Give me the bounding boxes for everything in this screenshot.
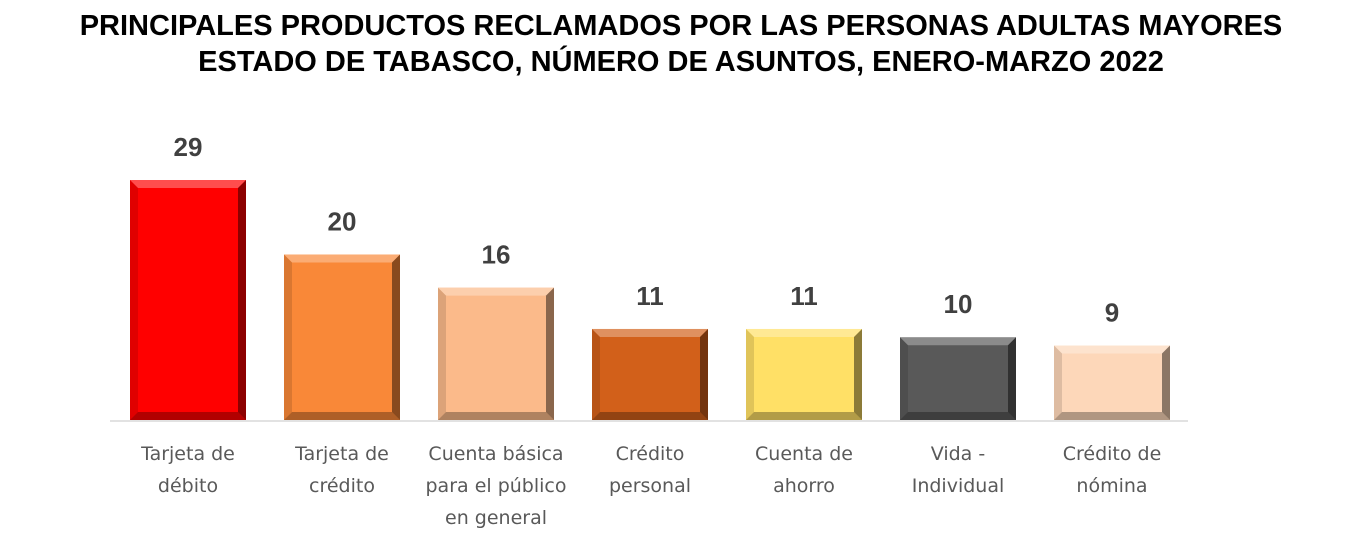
data-label: 20 [328, 206, 357, 236]
bar-bevel-left [592, 328, 600, 420]
bar-bevel-top [438, 287, 554, 296]
bar-bevel-right [238, 180, 246, 420]
bar-bevel-top [746, 328, 862, 337]
bar-bevel-left [130, 180, 138, 420]
category-tick-label: ahorro [773, 475, 835, 497]
data-label: 16 [482, 240, 511, 270]
category-tick-label: crédito [309, 475, 375, 497]
bar-bevel-right [392, 254, 400, 420]
category-tick-label: débito [158, 475, 218, 497]
bar-group: 10 Vida - Individual [900, 289, 1016, 497]
bar-bevel-right [700, 328, 708, 420]
bar-bevel-bottom [130, 412, 246, 420]
category-tick-label: Crédito de [1063, 443, 1162, 465]
bar [1054, 345, 1170, 420]
bar-bevel-top [592, 328, 708, 337]
category-tick-label: Cuenta básica [428, 443, 563, 465]
bar-bevel-bottom [746, 412, 862, 420]
title-line-2: ESTADO DE TABASCO, NÚMERO DE ASUNTOS, EN… [198, 46, 1164, 78]
category-tick-label: Vida - [931, 443, 985, 465]
bar-bevel-left [1054, 345, 1062, 420]
bar-group: 9 Crédito de nómina [1054, 298, 1170, 497]
chart-title: PRINCIPALES PRODUCTOS RECLAMADOS POR LAS… [0, 8, 1362, 80]
bar-bevel-left [438, 287, 446, 420]
bar-bevel-bottom [900, 412, 1016, 420]
category-tick-label: Tarjeta de [294, 443, 389, 465]
bar-bevel-top [1054, 345, 1170, 354]
bar-bevel-bottom [438, 412, 554, 420]
data-label: 29 [174, 132, 203, 162]
bar-bevel-left [284, 254, 292, 420]
data-label: 11 [790, 281, 818, 311]
data-label: 11 [636, 281, 664, 311]
category-tick-label: Crédito [616, 443, 685, 465]
title-line-1: PRINCIPALES PRODUCTOS RECLAMADOS POR LAS… [79, 10, 1283, 42]
bar [438, 287, 554, 420]
bar [746, 328, 862, 420]
bar-bevel-bottom [1054, 412, 1170, 420]
category-tick-label: personal [609, 475, 691, 497]
bar-bevel-right [1162, 345, 1170, 420]
bar-group: 29 Tarjeta de débito [130, 132, 246, 497]
bar-group: 16 Cuenta básica para el público en general [426, 240, 567, 529]
bar-bevel-top [284, 254, 400, 263]
bar [592, 328, 708, 420]
category-tick-label: Tarjeta de [140, 443, 235, 465]
bar [284, 254, 400, 420]
data-label: 10 [944, 289, 973, 319]
category-tick-label: para el público [426, 475, 567, 497]
category-tick-label: Individual [912, 475, 1005, 497]
bar-group: 11 Cuenta de ahorro [746, 281, 862, 497]
category-tick-label: en general [445, 507, 547, 529]
bar-bevel-top [130, 180, 246, 188]
bar-bevel-right [854, 328, 862, 420]
data-label: 9 [1105, 298, 1119, 328]
bar-bevel-bottom [592, 412, 708, 420]
bar-bevel-right [546, 287, 554, 420]
bar-bevel-bottom [284, 412, 400, 420]
bar-bevel-top [900, 337, 1016, 346]
bar-bevel-left [900, 337, 908, 420]
bar-bevel-left [746, 328, 754, 420]
bar [130, 180, 246, 420]
bar-bevel-right [1008, 337, 1016, 420]
bar-group: 11 Crédito personal [592, 281, 708, 497]
bar-group: 20 Tarjeta de crédito [284, 206, 400, 497]
category-tick-label: Cuenta de [755, 443, 853, 465]
bar [900, 337, 1016, 420]
category-tick-label: nómina [1076, 475, 1147, 497]
